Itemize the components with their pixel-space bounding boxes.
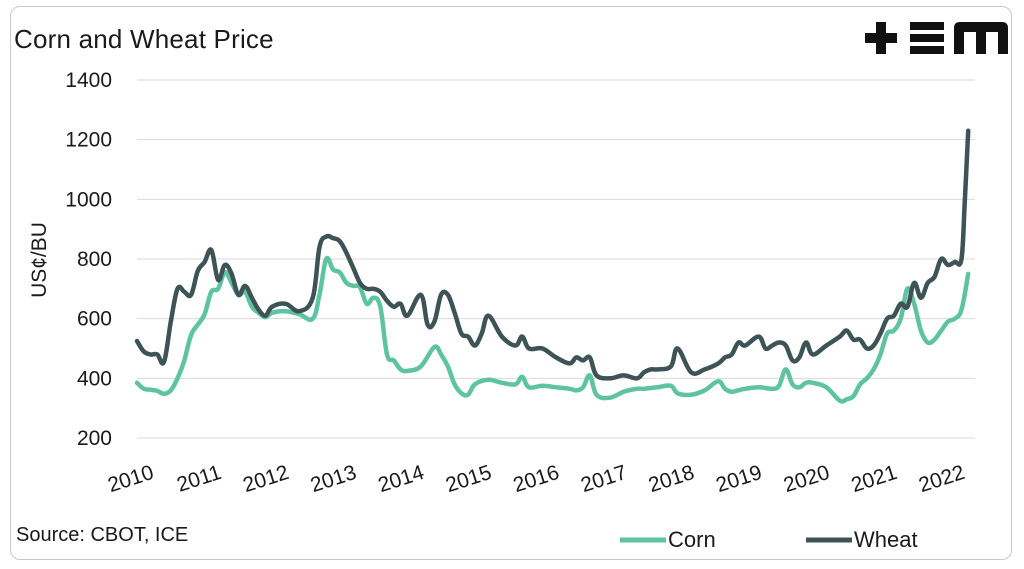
x-tick-label: 2010 — [105, 461, 157, 497]
x-axis-ticks: 2010 2011 2012 2013 2014 2015 2016 2017 2018 2019… — [105, 461, 968, 497]
x-tick-label: 2013 — [308, 461, 360, 497]
y-tick-label: 1400 — [65, 69, 112, 92]
legend: Corn Wheat — [620, 527, 918, 552]
x-tick-label: 2020 — [781, 461, 833, 497]
series-line-corn — [134, 255, 971, 404]
legend-label-corn: Corn — [668, 527, 716, 552]
y-tick-label: 600 — [77, 308, 112, 331]
y-tick-label: 400 — [77, 367, 112, 390]
x-tick-label: 2018 — [646, 461, 698, 497]
series-line-wheat — [134, 128, 971, 381]
source-note: Source: CBOT, ICE — [16, 524, 189, 546]
chart-title: Corn and Wheat Price — [14, 24, 274, 54]
x-tick-label: 2017 — [578, 461, 630, 497]
y-axis-ticks: 200 400 600 800 1000 1200 1400 — [65, 69, 112, 450]
x-tick-label: 2016 — [510, 461, 562, 497]
y-tick-label: 1200 — [65, 129, 112, 152]
series-lines — [134, 128, 971, 404]
y-axis-label: US¢/BU — [28, 222, 51, 298]
chart-frame — [10, 6, 1012, 560]
legend-label-wheat: Wheat — [854, 527, 918, 552]
x-tick-label: 2021 — [848, 461, 900, 497]
x-tick-label: 2011 — [174, 461, 224, 497]
x-tick-label: 2022 — [916, 461, 968, 497]
x-tick-label: 2014 — [375, 461, 427, 497]
x-tick-label: 2015 — [443, 461, 495, 497]
x-tick-label: 2012 — [240, 461, 292, 497]
y-tick-label: 800 — [77, 248, 112, 271]
y-tick-label: 200 — [77, 427, 112, 450]
gridlines — [137, 79, 975, 439]
x-tick-label: 2019 — [713, 461, 765, 497]
y-tick-label: 1000 — [65, 188, 112, 211]
tem-logo — [865, 22, 1008, 54]
